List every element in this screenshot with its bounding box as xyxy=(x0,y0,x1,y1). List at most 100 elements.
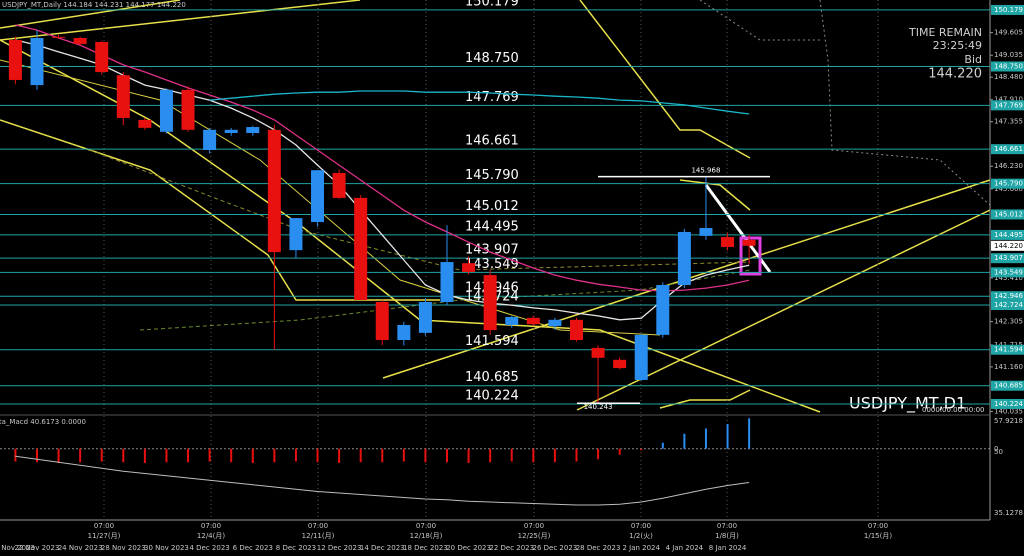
level-axis-label: 148.750 xyxy=(994,62,1023,70)
level-axis-label: 140.685 xyxy=(994,382,1023,390)
band-line xyxy=(0,119,440,301)
level-axis-label: 141.594 xyxy=(994,346,1023,354)
level-label: 140.685 xyxy=(465,370,519,385)
time-label: 07:00 xyxy=(201,522,221,530)
date-label: 14 Dec 2023 xyxy=(360,544,405,552)
candle-body xyxy=(8,39,22,80)
candle-body xyxy=(591,347,605,358)
level-label: 145.012 xyxy=(465,199,519,214)
level-axis-box xyxy=(991,267,1024,278)
candle-body xyxy=(181,89,195,130)
candle-body xyxy=(138,119,152,128)
level-label: 143.549 xyxy=(465,257,519,272)
level-axis-label: 143.549 xyxy=(994,268,1023,276)
highlight-box xyxy=(739,236,762,276)
indicator-title: uuta_Macd 40.6173 0.0000 xyxy=(0,418,86,426)
candle-body xyxy=(742,239,756,246)
candle-body xyxy=(73,37,87,44)
week-label: 1/2(火) xyxy=(629,532,653,540)
level-axis-box xyxy=(991,380,1024,391)
level-axis-box xyxy=(991,291,1024,302)
date-label: 28 Dec 2023 xyxy=(576,544,621,552)
date-label: 12 Dec 2023 xyxy=(317,544,362,552)
y-tick-label: 141.160 xyxy=(994,363,1023,371)
date-label: 30 Nov 2023 xyxy=(144,544,189,552)
level-axis-label: 145.012 xyxy=(994,210,1023,218)
level-label: 150.179 xyxy=(465,0,519,9)
y-tick-label: 143.410 xyxy=(994,274,1023,282)
band-line xyxy=(0,59,661,336)
time-label: 07:00 xyxy=(631,522,651,530)
time-remain-label: TIME REMAIN xyxy=(908,26,982,39)
bid-axis-label: 144.220 xyxy=(994,242,1023,250)
candle-body xyxy=(224,129,238,133)
y-tick-label: 147.355 xyxy=(994,118,1023,126)
y-tick-label: 142.305 xyxy=(994,318,1023,326)
time-label: 07:00 xyxy=(94,522,114,530)
time-remain: 23:25:49 xyxy=(933,39,982,52)
candle-body xyxy=(267,129,281,253)
level-axis-box xyxy=(991,300,1024,311)
time-label: 07:00 xyxy=(868,522,888,530)
indicator-scale-label: 57.9218 xyxy=(994,417,1023,425)
ichimoku-cloud xyxy=(699,0,820,41)
candle-body xyxy=(203,129,217,151)
candle-body xyxy=(462,263,476,272)
moving-average xyxy=(15,39,750,321)
level-axis-box xyxy=(991,144,1024,155)
level-axis-label: 140.224 xyxy=(994,400,1023,408)
level-axis-box xyxy=(991,229,1024,240)
level-label: 148.750 xyxy=(465,51,519,66)
candle-body xyxy=(95,41,109,73)
y-tick-label: 146.230 xyxy=(994,162,1023,170)
level-axis-label: 143.907 xyxy=(994,254,1023,262)
candle-body xyxy=(656,284,670,335)
week-label: 1/8(月) xyxy=(715,532,739,540)
level-axis-label: 146.661 xyxy=(994,145,1023,153)
week-label: 1/15(月) xyxy=(864,532,892,540)
date-label: 22 Dec 2023 xyxy=(489,544,534,552)
candle-body xyxy=(677,231,691,285)
candle-body xyxy=(526,317,540,325)
time-label: 07:00 xyxy=(717,522,737,530)
level-axis-box xyxy=(991,209,1024,220)
candle-body xyxy=(483,275,497,331)
level-axis-label: 150.179 xyxy=(994,6,1023,14)
level-axis-box xyxy=(991,398,1024,409)
level-axis-box xyxy=(991,253,1024,264)
y-tick-label: 147.910 xyxy=(994,96,1023,104)
date-label: 4 Dec 2023 xyxy=(189,544,229,552)
week-label: 12/18(月) xyxy=(410,532,443,540)
moving-average xyxy=(209,90,750,115)
level-label: 141.594 xyxy=(465,334,519,349)
moving-average xyxy=(139,269,751,331)
level-axis-label: 142.724 xyxy=(994,301,1023,309)
time-label: 07:00 xyxy=(524,522,544,530)
candle-body xyxy=(159,89,173,132)
level-label: 140.224 xyxy=(465,388,519,403)
indicator-tick-label: 0 xyxy=(994,445,998,453)
candle-body xyxy=(505,317,519,325)
date-label: 26 Dec 2023 xyxy=(533,544,578,552)
chart-title: USDJPY_MT,Daily 144.184 144.231 144.177 … xyxy=(2,1,186,9)
level-label: 145.790 xyxy=(465,168,519,183)
date-label: 28 Nov 2023 xyxy=(101,544,146,552)
week-label: 12/25(月) xyxy=(518,532,551,540)
candle-body xyxy=(418,301,432,333)
date-label: 22 Nov 2023 xyxy=(15,544,60,552)
indicator-scale-label: 35.1278 xyxy=(994,509,1023,517)
level-axis-label: 145.790 xyxy=(994,180,1023,188)
candle-body xyxy=(289,218,303,251)
candle-body xyxy=(332,172,346,198)
y-tick-label: 149.605 xyxy=(994,29,1023,37)
level-axis-box xyxy=(991,4,1024,15)
low-label: 140.243 xyxy=(584,403,613,411)
candle-body xyxy=(375,301,389,340)
level-label: 144.495 xyxy=(465,219,519,234)
trend-line xyxy=(0,0,181,29)
band-line xyxy=(679,179,751,211)
candle-body xyxy=(397,324,411,340)
level-axis-label: 147.769 xyxy=(994,101,1023,109)
indicator-scale-label: 50 xyxy=(994,448,1003,456)
